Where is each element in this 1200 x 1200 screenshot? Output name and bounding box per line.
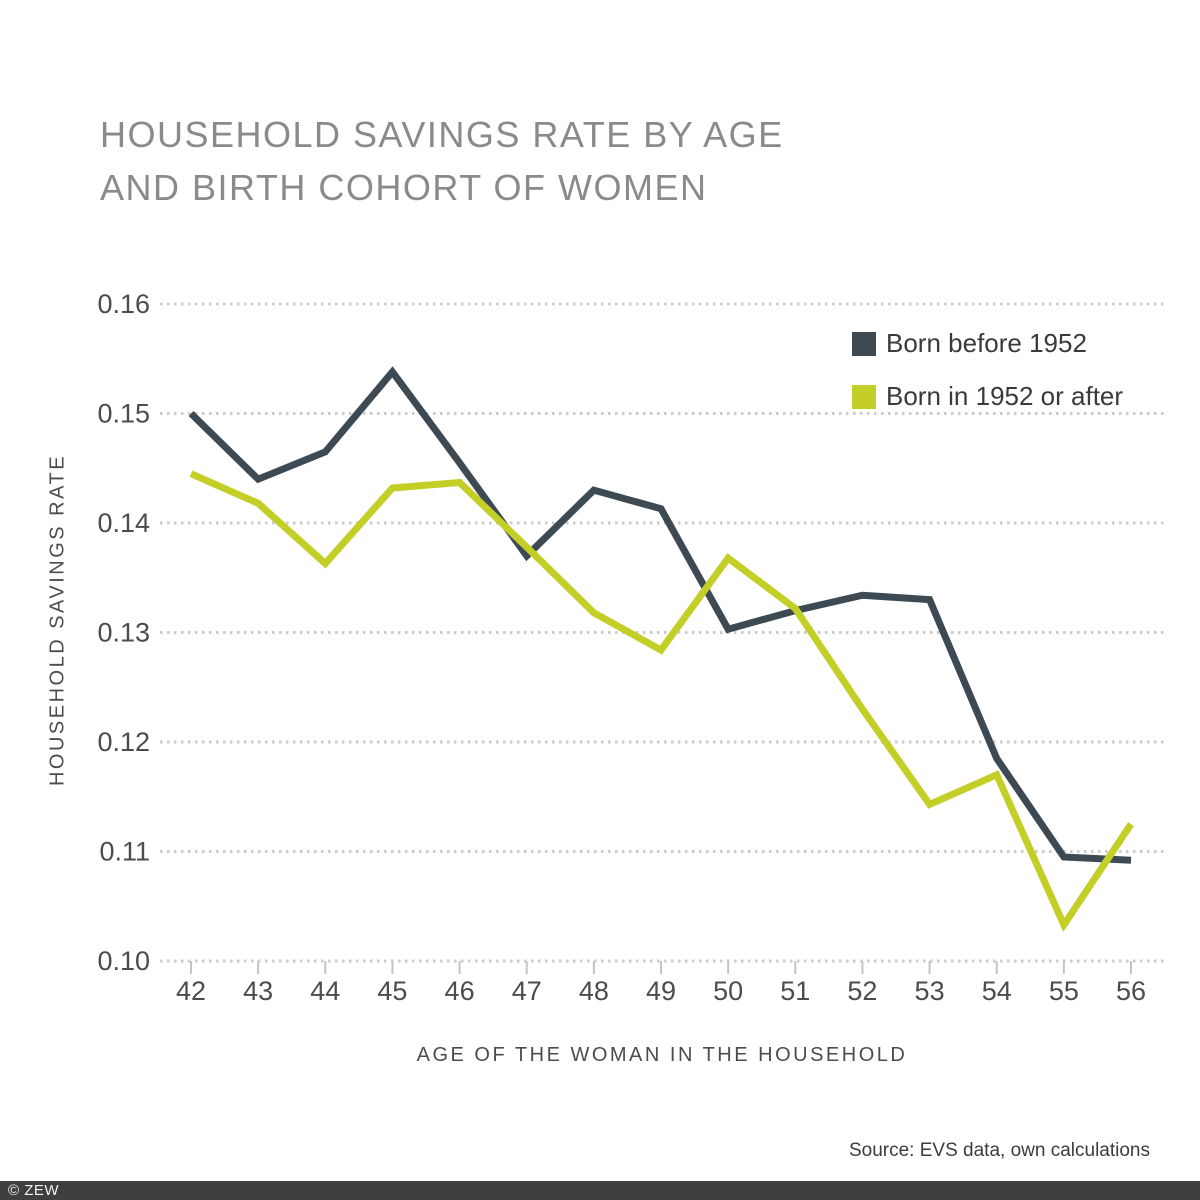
x-tick-label: 43 — [243, 976, 273, 1006]
chart-title: HOUSEHOLD SAVINGS RATE BY AGE AND BIRTH … — [100, 108, 784, 214]
legend-item-born-before-1952: Born before 1952 — [852, 328, 1123, 359]
source-note: Source: EVS data, own calculations — [848, 1140, 1150, 1161]
x-tick-label: 46 — [445, 976, 475, 1006]
x-tick-label: 42 — [176, 976, 206, 1006]
footer-copyright: © ZEW — [8, 1182, 60, 1199]
series-line-0 — [188, 366, 1132, 864]
x-tick-label: 47 — [512, 976, 542, 1006]
x-ticks: 42 43 44 45 46 47 48 49 50 51 52 53 54 55 56 — [176, 961, 1146, 1006]
x-tick-label: 51 — [780, 976, 810, 1006]
y-tick-label: 0.11 — [99, 837, 150, 867]
x-tick-label: 44 — [310, 976, 340, 1006]
x-tick-label: 56 — [1116, 976, 1146, 1006]
x-tick-label: 52 — [847, 976, 877, 1006]
x-tick-label: 45 — [377, 976, 407, 1006]
y-tick-label: 0.16 — [97, 289, 150, 319]
x-tick-label: 49 — [646, 976, 676, 1006]
legend-swatch-green — [852, 384, 876, 409]
x-tick-label: 55 — [1049, 976, 1079, 1006]
series-lines — [188, 366, 1134, 933]
legend-swatch-dark — [852, 331, 876, 356]
legend: Born before 1952 Born in 1952 or after — [852, 328, 1123, 434]
y-tick-labels: 0.16 0.15 0.14 0.13 0.12 0.11 0.10 — [97, 289, 150, 976]
y-tick-label: 0.12 — [97, 727, 150, 757]
x-tick-label: 53 — [915, 976, 945, 1006]
footer-bar: © ZEW — [0, 1181, 1200, 1200]
legend-item-born-1952-or-after: Born in 1952 or after — [852, 381, 1123, 412]
y-tick-label: 0.15 — [97, 399, 150, 429]
x-tick-label: 50 — [713, 976, 743, 1006]
legend-label: Born before 1952 — [886, 328, 1087, 358]
y-tick-label: 0.13 — [97, 618, 150, 648]
x-axis-title: AGE OF THE WOMAN IN THE HOUSEHOLD — [416, 1044, 908, 1066]
legend-label: Born in 1952 or after — [886, 381, 1124, 411]
chart-title-line2: AND BIRTH COHORT OF WOMEN — [100, 167, 708, 208]
chart-title-line1: HOUSEHOLD SAVINGS RATE BY AGE — [100, 114, 784, 155]
y-tick-label: 0.14 — [97, 508, 150, 538]
x-tick-label: 54 — [982, 976, 1012, 1006]
x-tick-label: 48 — [579, 976, 609, 1006]
series-line-1 — [189, 470, 1134, 933]
y-tick-label: 0.10 — [97, 946, 150, 976]
